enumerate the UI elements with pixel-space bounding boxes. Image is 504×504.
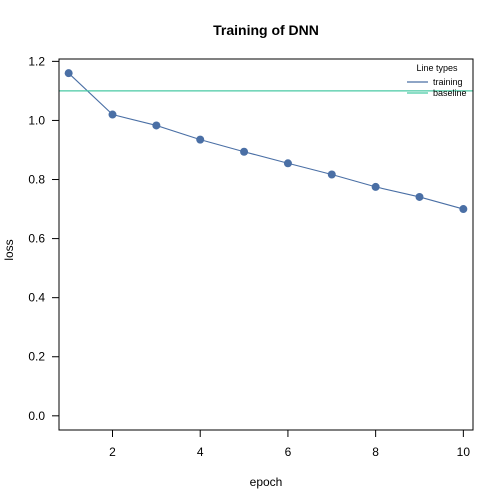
y-tick-label: 0.0 <box>28 409 45 423</box>
training-point <box>371 182 380 191</box>
plot-layer <box>59 69 473 214</box>
legend-label: baseline <box>433 88 467 98</box>
y-tick-label: 1.2 <box>28 54 45 68</box>
y-tick-label: 0.2 <box>28 350 45 364</box>
chart-title: Training of DNN <box>213 22 319 38</box>
x-tick-label: 6 <box>285 445 292 459</box>
training-point <box>196 135 205 144</box>
y-axis-label: loss <box>2 239 16 260</box>
x-axis-label: epoch <box>250 475 283 489</box>
training-point <box>64 69 73 78</box>
x-tick-label: 2 <box>109 445 116 459</box>
training-point <box>240 147 249 156</box>
y-tick-label: 1.0 <box>28 113 45 127</box>
legend-label: training <box>433 77 463 87</box>
training-line <box>68 72 464 210</box>
training-point <box>108 110 117 119</box>
y-tick-label: 0.6 <box>28 232 45 246</box>
y-tick-label: 0.4 <box>28 291 45 305</box>
legend-title: Line types <box>416 63 458 73</box>
y-tick-label: 0.8 <box>28 173 45 187</box>
training-point <box>152 121 161 130</box>
x-tick-label: 4 <box>197 445 204 459</box>
training-point <box>283 159 292 168</box>
training-point <box>415 192 424 201</box>
plot-frame <box>58 58 474 431</box>
x-tick-label: 10 <box>457 445 471 459</box>
training-point <box>459 205 468 214</box>
y-axis: 0.0 0.2 0.4 0.6 0.8 1.0 1.2 <box>28 54 59 423</box>
x-axis: 2 4 6 8 10 <box>109 430 470 459</box>
x-tick-label: 8 <box>372 445 379 459</box>
training-point <box>327 170 336 179</box>
